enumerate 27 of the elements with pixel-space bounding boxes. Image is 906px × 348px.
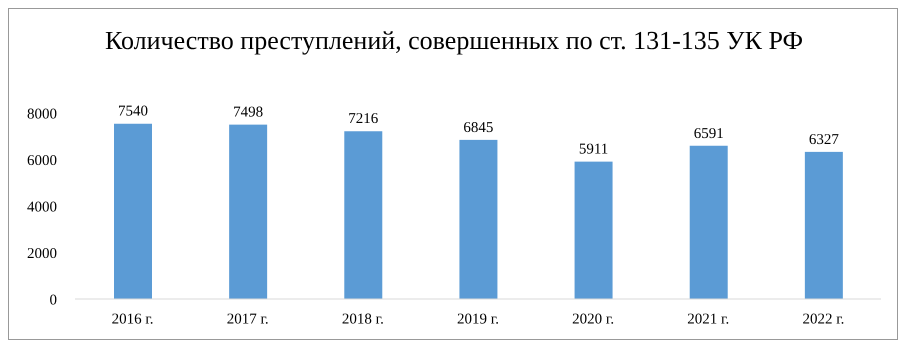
x-tick-label: 2017 г.: [226, 312, 269, 328]
chart-title: Количество преступлений, совершенных по ст. 131-135 УК РФ: [104, 25, 804, 56]
x-tick-label: 2021 г.: [687, 312, 730, 328]
x-tick-label: 2020 г.: [572, 312, 614, 328]
data-label: 5911: [578, 142, 608, 158]
x-tick-label: 2019 г.: [457, 312, 499, 328]
data-label: 7498: [233, 104, 264, 121]
y-tick-label: 6000: [27, 152, 57, 169]
data-label: 6845: [463, 120, 494, 136]
data-label: 6591: [694, 126, 724, 142]
data-label: 7216: [348, 111, 379, 128]
bar: [690, 146, 728, 299]
y-tick-label: 4000: [27, 199, 57, 216]
x-tick-label: 2018 г.: [342, 312, 384, 328]
bar: [114, 124, 152, 299]
data-label: 6327: [808, 132, 840, 148]
y-tick-label: 0: [50, 292, 57, 308]
x-tick-label: 2022 г.: [802, 312, 844, 328]
bar: [229, 124, 268, 299]
y-tick-label: 8000: [27, 106, 57, 122]
data-label: 7540: [118, 104, 148, 120]
bar: [344, 131, 382, 299]
bar: [459, 140, 498, 299]
x-tick-label: 2016 г.: [112, 312, 154, 328]
bar: [574, 162, 613, 299]
bar: [804, 152, 843, 299]
y-tick-label: 2000: [27, 246, 57, 262]
